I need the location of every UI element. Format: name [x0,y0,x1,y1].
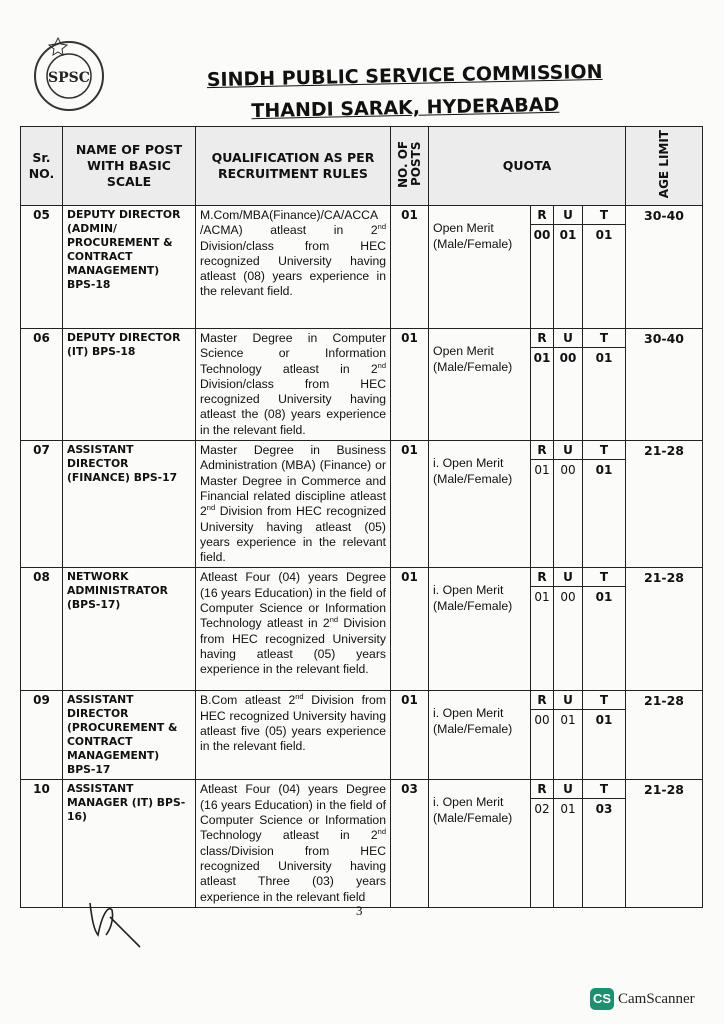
quota-t-cell: T 01 [581,690,627,781]
quota-u-cell: U 01 [553,690,583,781]
quota-type: i. Open Merit (Male/Female) [428,779,531,908]
table-row: 10 ASSISTANT MANAGER (IT) BPS-16) Atleas… [20,779,704,908]
camscanner-logo-icon: CS [590,988,614,1010]
document-title: SINDH PUBLIC SERVICE COMMISSION THANDI S… [169,55,640,129]
age-limit: 21-28 [625,567,704,692]
table-row: 08 NETWORK ADMINISTRATOR (BPS-17) Atleas… [20,567,704,692]
header-posts: NO. OF POSTS [390,126,429,206]
quota-t-cell: T 01 [581,440,627,569]
post-name: NETWORK ADMINISTRATOR (BPS-17) [62,567,196,692]
age-limit: 21-28 [625,779,704,908]
qualification: Atleast Four (04) years Degree (16 years… [195,779,391,908]
serial-number: 07 [20,440,63,569]
qualification: Atleast Four (04) years Degree (16 years… [195,567,391,692]
quota-t-cell: T 03 [581,779,627,908]
quota-u-cell: U 01 [553,779,583,908]
table-row: 05 DEPUTY DIRECTOR (ADMIN/ PROCUREMENT &… [20,205,704,329]
quota-u-cell: U 01 [553,205,583,329]
svg-text:SPSC: SPSC [48,70,90,86]
quota-r-cell: R 01 [530,327,554,442]
post-name: ASSISTANT DIRECTOR (FINANCE) BPS-17 [62,440,196,569]
post-name: DEPUTY DIRECTOR (ADMIN/ PROCUREMENT & CO… [62,205,196,329]
number-of-posts: 03 [390,779,429,908]
watermark-text: CamScanner [618,990,695,1007]
header-qualification: QUALIFICATION AS PER RECRUITMENT RULES [195,126,391,206]
number-of-posts: 01 [390,205,429,329]
quota-t-cell: T 01 [581,327,627,442]
title-line-2: THANDI SARAK, HYDERABAD [251,93,560,123]
number-of-posts: 01 [390,440,429,569]
header-quota: QUOTA [427,126,627,206]
header-sr: Sr. NO. [20,126,63,206]
post-name: ASSISTANT DIRECTOR (PROCUREMENT & CONTRA… [62,690,196,781]
camscanner-watermark: CS CamScanner [590,988,695,1010]
quota-type: i. Open Merit (Male/Female) [428,440,531,569]
signature [89,902,141,948]
quota-type: i. Open Merit (Male/Female) [428,567,531,692]
serial-number: 10 [20,779,63,908]
table-row: 07 ASSISTANT DIRECTOR (FINANCE) BPS-17 M… [20,440,704,569]
qualification: Master Degree in Computer Science or Inf… [195,327,391,442]
number-of-posts: 01 [390,567,429,692]
quota-u-cell: U 00 [553,567,583,692]
qualification: M.Com/MBA(Finance)/CA/ACCA /ACMA) atleas… [195,205,391,329]
spsc-logo: SPSC [34,36,104,111]
post-name: ASSISTANT MANAGER (IT) BPS-16) [62,779,196,908]
posts-table: Sr. NO. NAME OF POST WITH BASIC SCALE QU… [20,126,704,908]
quota-t-cell: T 01 [581,567,627,692]
qualification: B.Com atleast 2nd Division from HEC reco… [195,690,391,781]
quota-u-cell: U 00 [553,327,583,442]
table-row: 09 ASSISTANT DIRECTOR (PROCUREMENT & CON… [20,690,704,781]
quota-type: i. Open Merit (Male/Female) [428,690,531,781]
quota-type: Open Merit (Male/Female) [428,205,531,329]
quota-r-cell: R 01 [530,567,554,692]
quota-r-cell: R 01 [530,440,554,569]
header-age: AGE LIMIT [625,126,704,206]
page-number: 3 [356,903,363,918]
post-name: DEPUTY DIRECTOR (IT) BPS-18 [62,327,196,442]
header-name: NAME OF POST WITH BASIC SCALE [62,126,196,206]
table-row: 06 DEPUTY DIRECTOR (IT) BPS-18 Master De… [20,327,704,442]
age-limit: 21-28 [625,440,704,569]
age-limit: 30-40 [625,327,704,442]
number-of-posts: 01 [390,690,429,781]
quota-t-cell: T 01 [581,205,627,329]
serial-number: 08 [20,567,63,692]
quota-r-cell: R 02 [530,779,554,908]
quota-type: Open Merit (Male/Female) [428,327,531,442]
quota-r-cell: R 00 [530,205,554,329]
age-limit: 30-40 [625,205,704,329]
serial-number: 06 [20,327,63,442]
age-limit: 21-28 [625,690,704,781]
qualification: Master Degree in Business Administration… [195,440,391,569]
number-of-posts: 01 [390,327,429,442]
serial-number: 05 [20,205,63,329]
quota-r-cell: R 00 [530,690,554,781]
serial-number: 09 [20,690,63,781]
quota-u-cell: U 00 [553,440,583,569]
